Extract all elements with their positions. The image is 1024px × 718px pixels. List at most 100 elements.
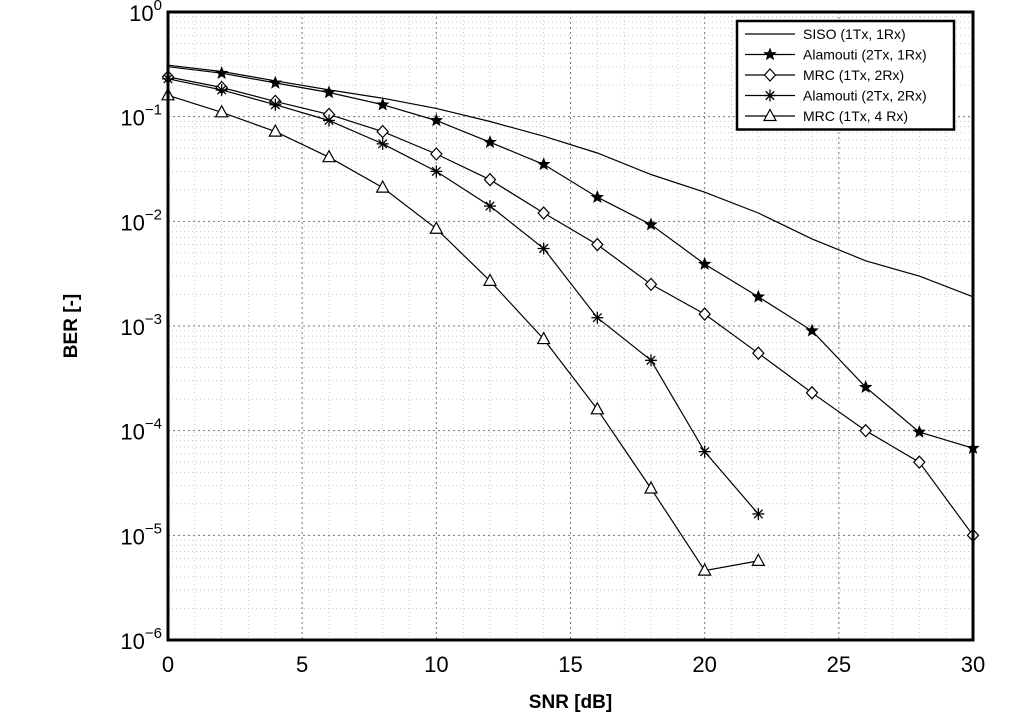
y-tick-labels: 100 10−1 10−2 10−3 10−4 10−5 10−6 — [120, 0, 162, 654]
marker-triangle — [214, 104, 229, 118]
marker-asterisk-stroke — [431, 166, 442, 177]
marker-asterisk — [484, 200, 496, 213]
marker-asterisk-stroke — [592, 313, 603, 323]
marker-asterisk-stroke — [753, 509, 764, 519]
legend-entry: MRC (1Tx, 4 Rx) — [745, 108, 908, 124]
marker-asterisk — [752, 507, 765, 520]
legend-label: MRC (1Tx, 2Rx) — [803, 67, 904, 83]
marker-diamond — [644, 277, 658, 292]
marker-asterisk-stroke — [324, 115, 334, 126]
marker-asterisk-stroke — [216, 85, 227, 95]
legend-label: SISO (1Tx, 1Rx) — [803, 26, 906, 42]
marker-asterisk-stroke — [270, 100, 281, 110]
marker-diamond — [763, 68, 777, 82]
marker-triangle — [643, 480, 659, 494]
marker-asterisk-stroke — [485, 201, 495, 211]
legend: SISO (1Tx, 1Rx) Alamouti (2Tx, 1Rx) MRC (1… — [735, 19, 956, 131]
x-tick-label: 10 — [424, 652, 448, 677]
legend-entry: SISO (1Tx, 1Rx) — [745, 26, 906, 42]
marker-star — [590, 190, 605, 204]
marker-star — [268, 75, 283, 89]
series-line-1 — [167, 64, 974, 298]
marker-diamond — [805, 385, 819, 400]
series-line-3 — [167, 76, 974, 536]
marker-diamond — [430, 147, 443, 161]
marker-star — [644, 217, 658, 231]
marker-star — [763, 47, 777, 61]
x-tick-label: 15 — [558, 652, 582, 677]
marker-asterisk-stroke — [538, 243, 549, 254]
marker-star — [536, 157, 551, 171]
x-tick-label: 20 — [692, 652, 716, 677]
marker-diamond — [913, 455, 926, 470]
y-tick-label: 10−4 — [120, 416, 162, 445]
series-1 — [167, 64, 974, 298]
x-tick-label: 0 — [162, 652, 174, 677]
marker-diamond — [752, 346, 765, 361]
y-tick-label: 10−3 — [120, 311, 162, 340]
series-layer — [160, 64, 980, 576]
marker-asterisk-stroke — [699, 446, 710, 457]
series-line-2 — [167, 66, 974, 449]
marker-star — [751, 289, 766, 303]
legend-entry: MRC (1Tx, 2Rx) — [745, 67, 904, 83]
marker-asterisk — [591, 311, 604, 324]
series-4 — [162, 72, 765, 520]
marker-triangle — [429, 220, 444, 234]
series-2 — [167, 66, 980, 454]
marker-triangle — [697, 562, 712, 576]
legend-label: Alamouti (2Tx, 2Rx) — [803, 88, 927, 104]
legend-label: MRC (1Tx, 4 Rx) — [803, 108, 908, 124]
series-5 — [160, 87, 766, 576]
marker-diamond — [376, 124, 389, 139]
y-tick-label: 10−2 — [120, 206, 162, 235]
marker-asterisk — [323, 114, 335, 127]
x-tick-labels: 0 5 10 15 20 25 30 — [162, 652, 985, 677]
marker-star — [375, 97, 390, 111]
series-3 — [161, 69, 980, 543]
marker-diamond — [537, 206, 550, 220]
marker-asterisk-stroke — [377, 139, 388, 149]
marker-star — [429, 113, 444, 127]
marker-triangle — [762, 108, 778, 122]
marker-star — [483, 135, 497, 148]
legend-label: Alamouti (2Tx, 1Rx) — [803, 47, 927, 63]
x-tick-label: 30 — [961, 652, 985, 677]
y-tick-label: 10−6 — [120, 625, 162, 654]
marker-star — [214, 66, 229, 80]
y-tick-label: 10−5 — [120, 520, 162, 549]
marker-star — [858, 380, 873, 394]
marker-triangle — [321, 149, 337, 163]
marker-asterisk — [376, 137, 389, 150]
marker-star — [322, 85, 336, 99]
marker-asterisk-stroke — [646, 355, 656, 366]
marker-star — [805, 323, 819, 337]
marker-triangle — [482, 273, 498, 286]
marker-asterisk — [430, 165, 443, 178]
x-tick-label: 5 — [296, 652, 308, 677]
marker-asterisk — [645, 354, 657, 367]
marker-asterisk — [537, 242, 550, 255]
marker-asterisk — [764, 89, 776, 102]
x-axis-title: SNR [dB] — [529, 692, 612, 713]
series-line-5 — [167, 94, 759, 572]
y-axis-title: BER [-] — [61, 294, 82, 358]
marker-diamond — [591, 237, 604, 252]
y-tick-label: 100 — [129, 0, 162, 26]
marker-asterisk — [215, 83, 228, 96]
legend-entry: Alamouti (2Tx, 1Rx) — [745, 47, 927, 63]
x-tick-label: 25 — [827, 652, 851, 677]
marker-triangle — [268, 123, 283, 137]
series-line-4 — [167, 78, 759, 515]
marker-diamond — [698, 307, 711, 321]
marker-star — [912, 425, 927, 438]
marker-diamond — [859, 423, 872, 438]
plot-frame — [166, 10, 975, 642]
marker-triangle — [536, 331, 551, 345]
marker-triangle — [375, 179, 390, 193]
y-tick-label: 10−1 — [120, 102, 162, 131]
marker-asterisk-stroke — [765, 90, 775, 101]
legend-entry: Alamouti (2Tx, 2Rx) — [745, 88, 927, 104]
marker-star — [697, 257, 712, 270]
